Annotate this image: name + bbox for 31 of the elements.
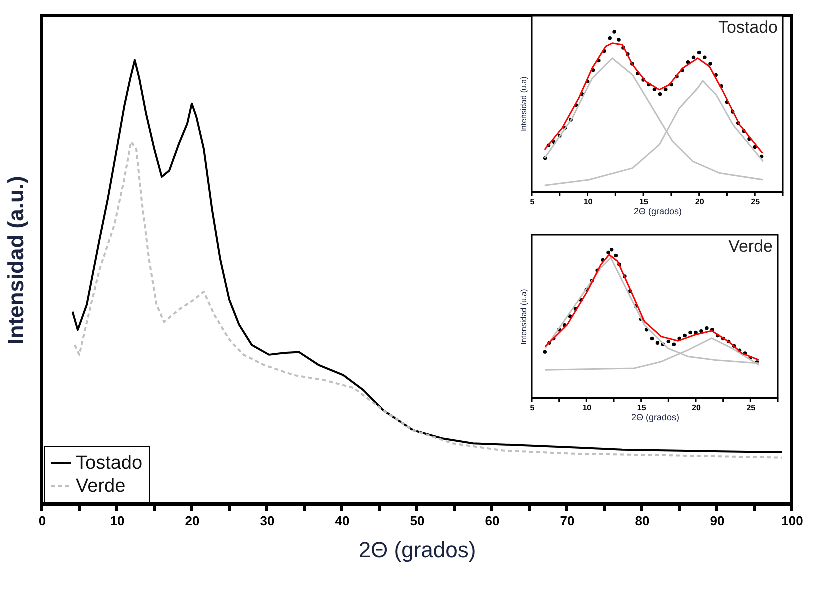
legend-label: Tostado bbox=[76, 453, 143, 474]
x-tick-label: 30 bbox=[260, 514, 275, 528]
chart-title: Tostado bbox=[718, 18, 778, 37]
x-tick-label: 50 bbox=[410, 514, 425, 528]
x-tick-label: 70 bbox=[560, 514, 575, 528]
x-tick-label: 60 bbox=[485, 514, 500, 528]
x-tick-label: 100 bbox=[782, 514, 804, 528]
x-tick-label: 20 bbox=[185, 514, 200, 528]
x-tick-label: 10 bbox=[584, 198, 594, 206]
x-axis-title: 2Θ (grados) bbox=[358, 538, 476, 562]
x-axis-title: 2Θ (grados) bbox=[631, 412, 680, 422]
x-tick-label: 10 bbox=[582, 404, 592, 412]
x-tick-label: 90 bbox=[710, 514, 725, 528]
x-tick-label: 25 bbox=[746, 404, 756, 412]
x-tick-label: 25 bbox=[751, 198, 761, 206]
x-tick-label: 80 bbox=[635, 514, 650, 528]
x-tick-label: 40 bbox=[335, 514, 350, 528]
x-tick-label: 15 bbox=[637, 404, 647, 412]
x-tick-label: 10 bbox=[110, 514, 125, 528]
y-axis-title: Intensidad (a.u.) bbox=[4, 176, 28, 345]
legend-label: Verde bbox=[76, 476, 126, 497]
x-tick-label: 5 bbox=[530, 198, 536, 206]
x-tick-label: 5 bbox=[530, 404, 536, 412]
chart-title: Verde bbox=[728, 237, 773, 256]
y-axis-title: Intensidad (u.a) bbox=[520, 288, 528, 345]
x-axis-title: 2Θ (grados) bbox=[634, 206, 682, 216]
x-tick-label: 20 bbox=[695, 198, 705, 206]
x-tick-label: 15 bbox=[640, 198, 650, 206]
x-tick-label: 20 bbox=[692, 404, 702, 412]
y-axis-title: Intensidad (u.a) bbox=[520, 76, 528, 132]
x-tick-label: 0 bbox=[38, 514, 46, 528]
